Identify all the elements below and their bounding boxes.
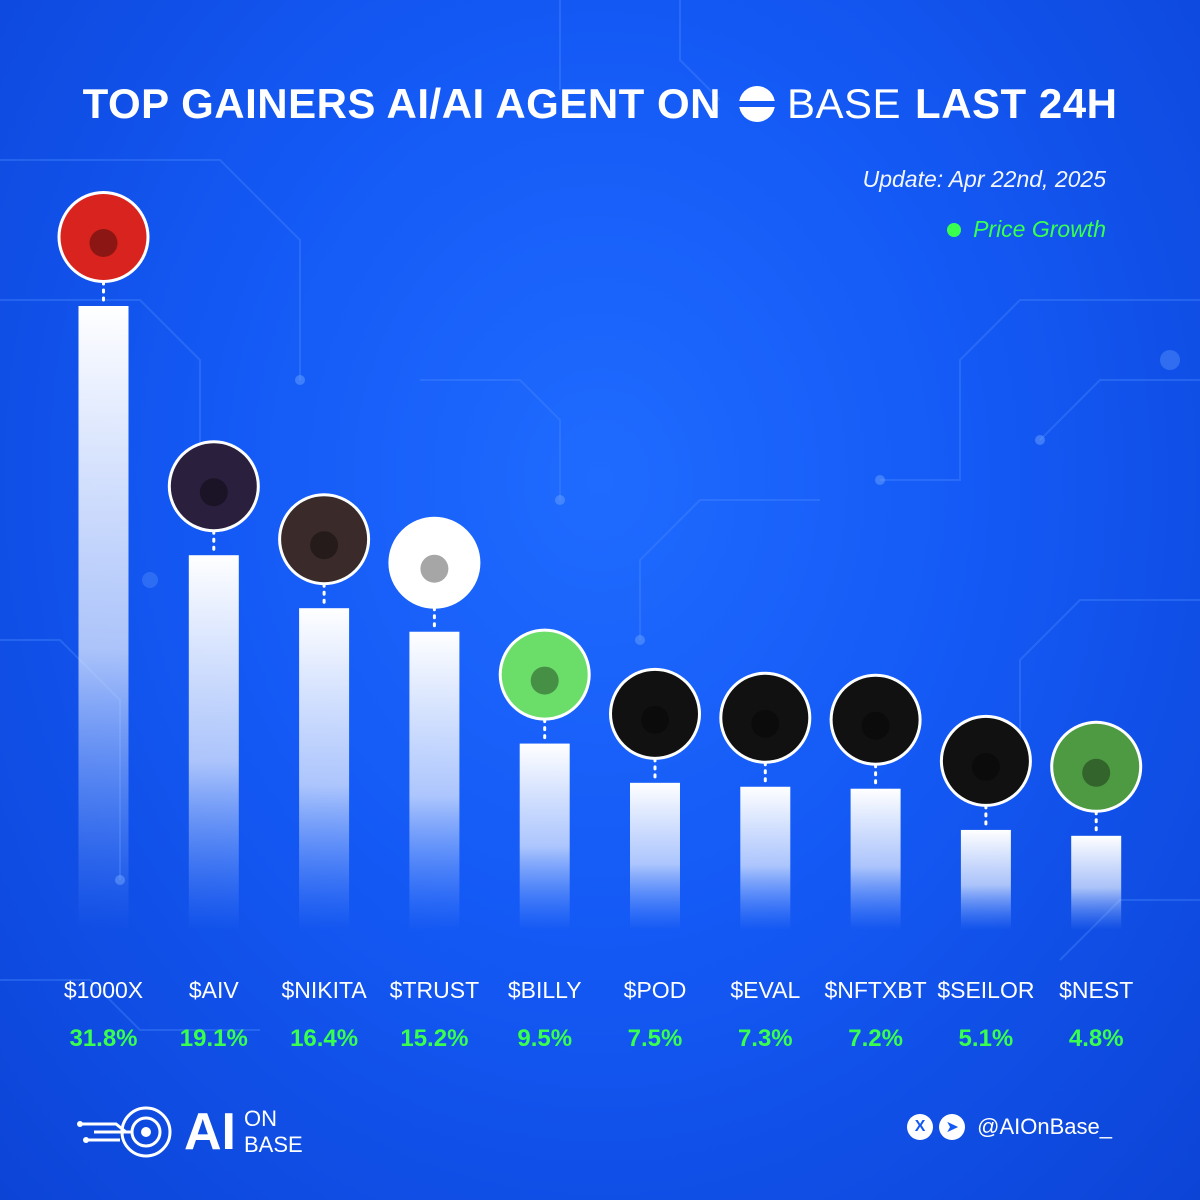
category-label: $BILLY [508,977,582,1003]
avatar-figure-icon [530,666,559,695]
update-date: Update: Apr 22nd, 2025 [862,166,1106,192]
title-suffix: LAST 24H [915,80,1118,127]
logo-ai-text: AI [184,1103,236,1161]
token-avatar [942,717,1029,804]
logo-on-text: ON [244,1106,277,1131]
value-label: 7.5% [628,1025,683,1052]
category-label: $NEST [1059,977,1133,1003]
category-label: $1000X [64,977,143,1003]
brand-logo: AI ON BASE [76,1104,303,1160]
avatar-figure-icon [199,478,228,507]
avatar-figure-icon [1082,758,1111,787]
logo-onbase-text: ON BASE [244,1106,303,1158]
bar [850,788,901,930]
avatar-figure-icon [310,531,339,560]
avatar-figure-icon [861,711,890,740]
token-avatar [170,443,257,530]
token-avatar [281,496,368,583]
token-avatar [60,194,147,280]
x-icon[interactable]: X [907,1114,934,1140]
legend-dot-icon [947,222,962,237]
page-title: TOP GAINERS AI/AI AGENT ON BASE LAST 24H [0,74,1200,134]
title-base-word: BASE [786,80,902,127]
category-label: $NFTXBT [824,977,926,1003]
telegram-icon[interactable]: ➤ [939,1114,966,1140]
legend-label: Price Growth [973,216,1106,242]
bar [960,829,1011,930]
chart-legend: Price Growth [947,216,1106,243]
bar [409,631,460,930]
category-label: $NIKITA [281,977,367,1003]
token-avatar [612,670,698,757]
value-label: 7.3% [738,1025,793,1052]
value-label: 5.1% [959,1025,1014,1052]
title-prefix: TOP GAINERS AI/AI AGENT ON [82,80,721,127]
value-label: 7.2% [848,1025,903,1052]
category-label: $SEILOR [937,977,1034,1003]
avatar-figure-icon [641,705,669,734]
bar [1071,835,1122,930]
category-label: $POD [624,977,687,1003]
value-label: 15.2% [400,1025,468,1052]
value-label: 4.8% [1069,1025,1124,1052]
value-label: 9.5% [517,1025,572,1052]
bar [299,608,350,930]
avatar-figure-icon [89,229,118,257]
token-avatar [501,631,588,718]
bar [630,782,680,930]
bar [78,306,129,930]
category-label: $AIV [189,977,240,1003]
circuit-logo-icon [77,1106,172,1158]
value-label: 19.1% [180,1025,248,1052]
avatar-figure-icon [751,709,780,738]
category-label: $TRUST [390,977,479,1003]
value-label: 31.8% [69,1025,137,1052]
handle-text: @AIOnBase_ [977,1114,1112,1139]
token-avatar [722,674,809,761]
social-handle: X ➤ @AIOnBase_ [907,1114,1112,1140]
category-label: $EVAL [730,977,800,1003]
avatar-figure-icon [420,554,449,583]
base-logo-icon [738,86,775,122]
token-avatar [391,519,478,606]
bar [740,786,791,930]
avatar-figure-icon [971,752,1000,781]
bar [519,743,570,930]
value-label: 16.4% [290,1025,358,1052]
logo-base-text: BASE [244,1132,303,1157]
token-avatar [832,676,919,763]
bar [188,555,239,930]
token-avatar [1053,723,1140,810]
